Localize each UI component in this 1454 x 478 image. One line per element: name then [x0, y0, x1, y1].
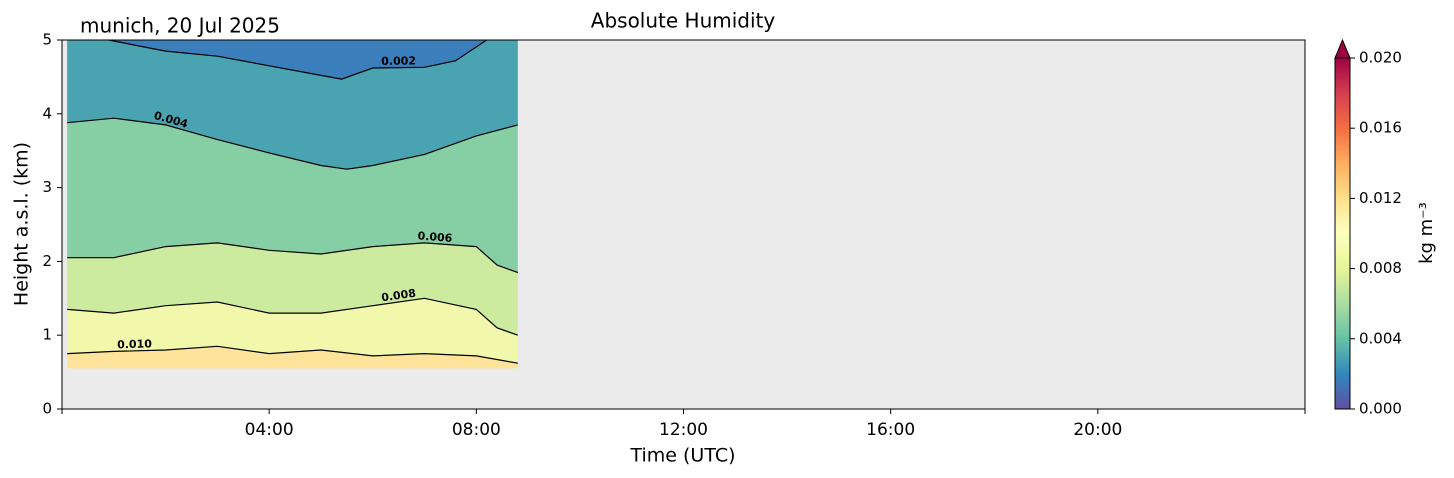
- y-tick-label: 4: [42, 104, 52, 122]
- y-axis-label: Height a.s.l. (km): [11, 142, 33, 306]
- contour-label: 0.002: [381, 54, 416, 67]
- contour-line: [67, 117, 518, 170]
- x-tick-label: 16:00: [866, 420, 915, 440]
- contour-fill: [108, 40, 487, 80]
- y-tick-label: 5: [42, 31, 52, 49]
- colorbar-extend: [1334, 38, 1351, 59]
- contour-label: 0.008: [380, 287, 416, 305]
- colorbar-tick-label: 0.004: [1359, 329, 1402, 347]
- y-tick-label: 0: [42, 400, 52, 418]
- y-tick-label: 1: [42, 326, 52, 344]
- contour-line: [67, 345, 518, 364]
- colorbar-tick-label: 0.012: [1359, 189, 1402, 207]
- x-tick-label: 20:00: [1073, 420, 1122, 440]
- colorbar-tick-label: 0.016: [1359, 119, 1402, 137]
- colorbar: [1335, 58, 1350, 409]
- x-tick-label: 08:00: [452, 420, 501, 440]
- y-tick-label: 3: [42, 178, 52, 196]
- contour-fill: [67, 40, 518, 170]
- contour-label: 0.006: [417, 229, 453, 244]
- colorbar-frame: [1334, 57, 1351, 410]
- contour-line: [67, 297, 519, 336]
- contour-line: [108, 39, 488, 80]
- x-axis-label: Time (UTC): [629, 445, 735, 467]
- x-tick-label: 12:00: [659, 420, 708, 440]
- contour-line: [67, 242, 519, 274]
- annotation: munich, 20 Jul 2025: [80, 14, 280, 38]
- y-tick-label: 2: [42, 252, 52, 270]
- colorbar-label: kg m⁻³: [1416, 202, 1437, 264]
- contour-label: 0.010: [117, 337, 152, 351]
- colorbar-tick-label: 0.000: [1359, 400, 1402, 418]
- colorbar-tick-label: 0.008: [1359, 259, 1402, 277]
- x-tick-label: 04:00: [245, 420, 294, 440]
- colorbar-tick-label: 0.020: [1359, 49, 1402, 67]
- chart-title: Absolute Humidity: [591, 9, 776, 33]
